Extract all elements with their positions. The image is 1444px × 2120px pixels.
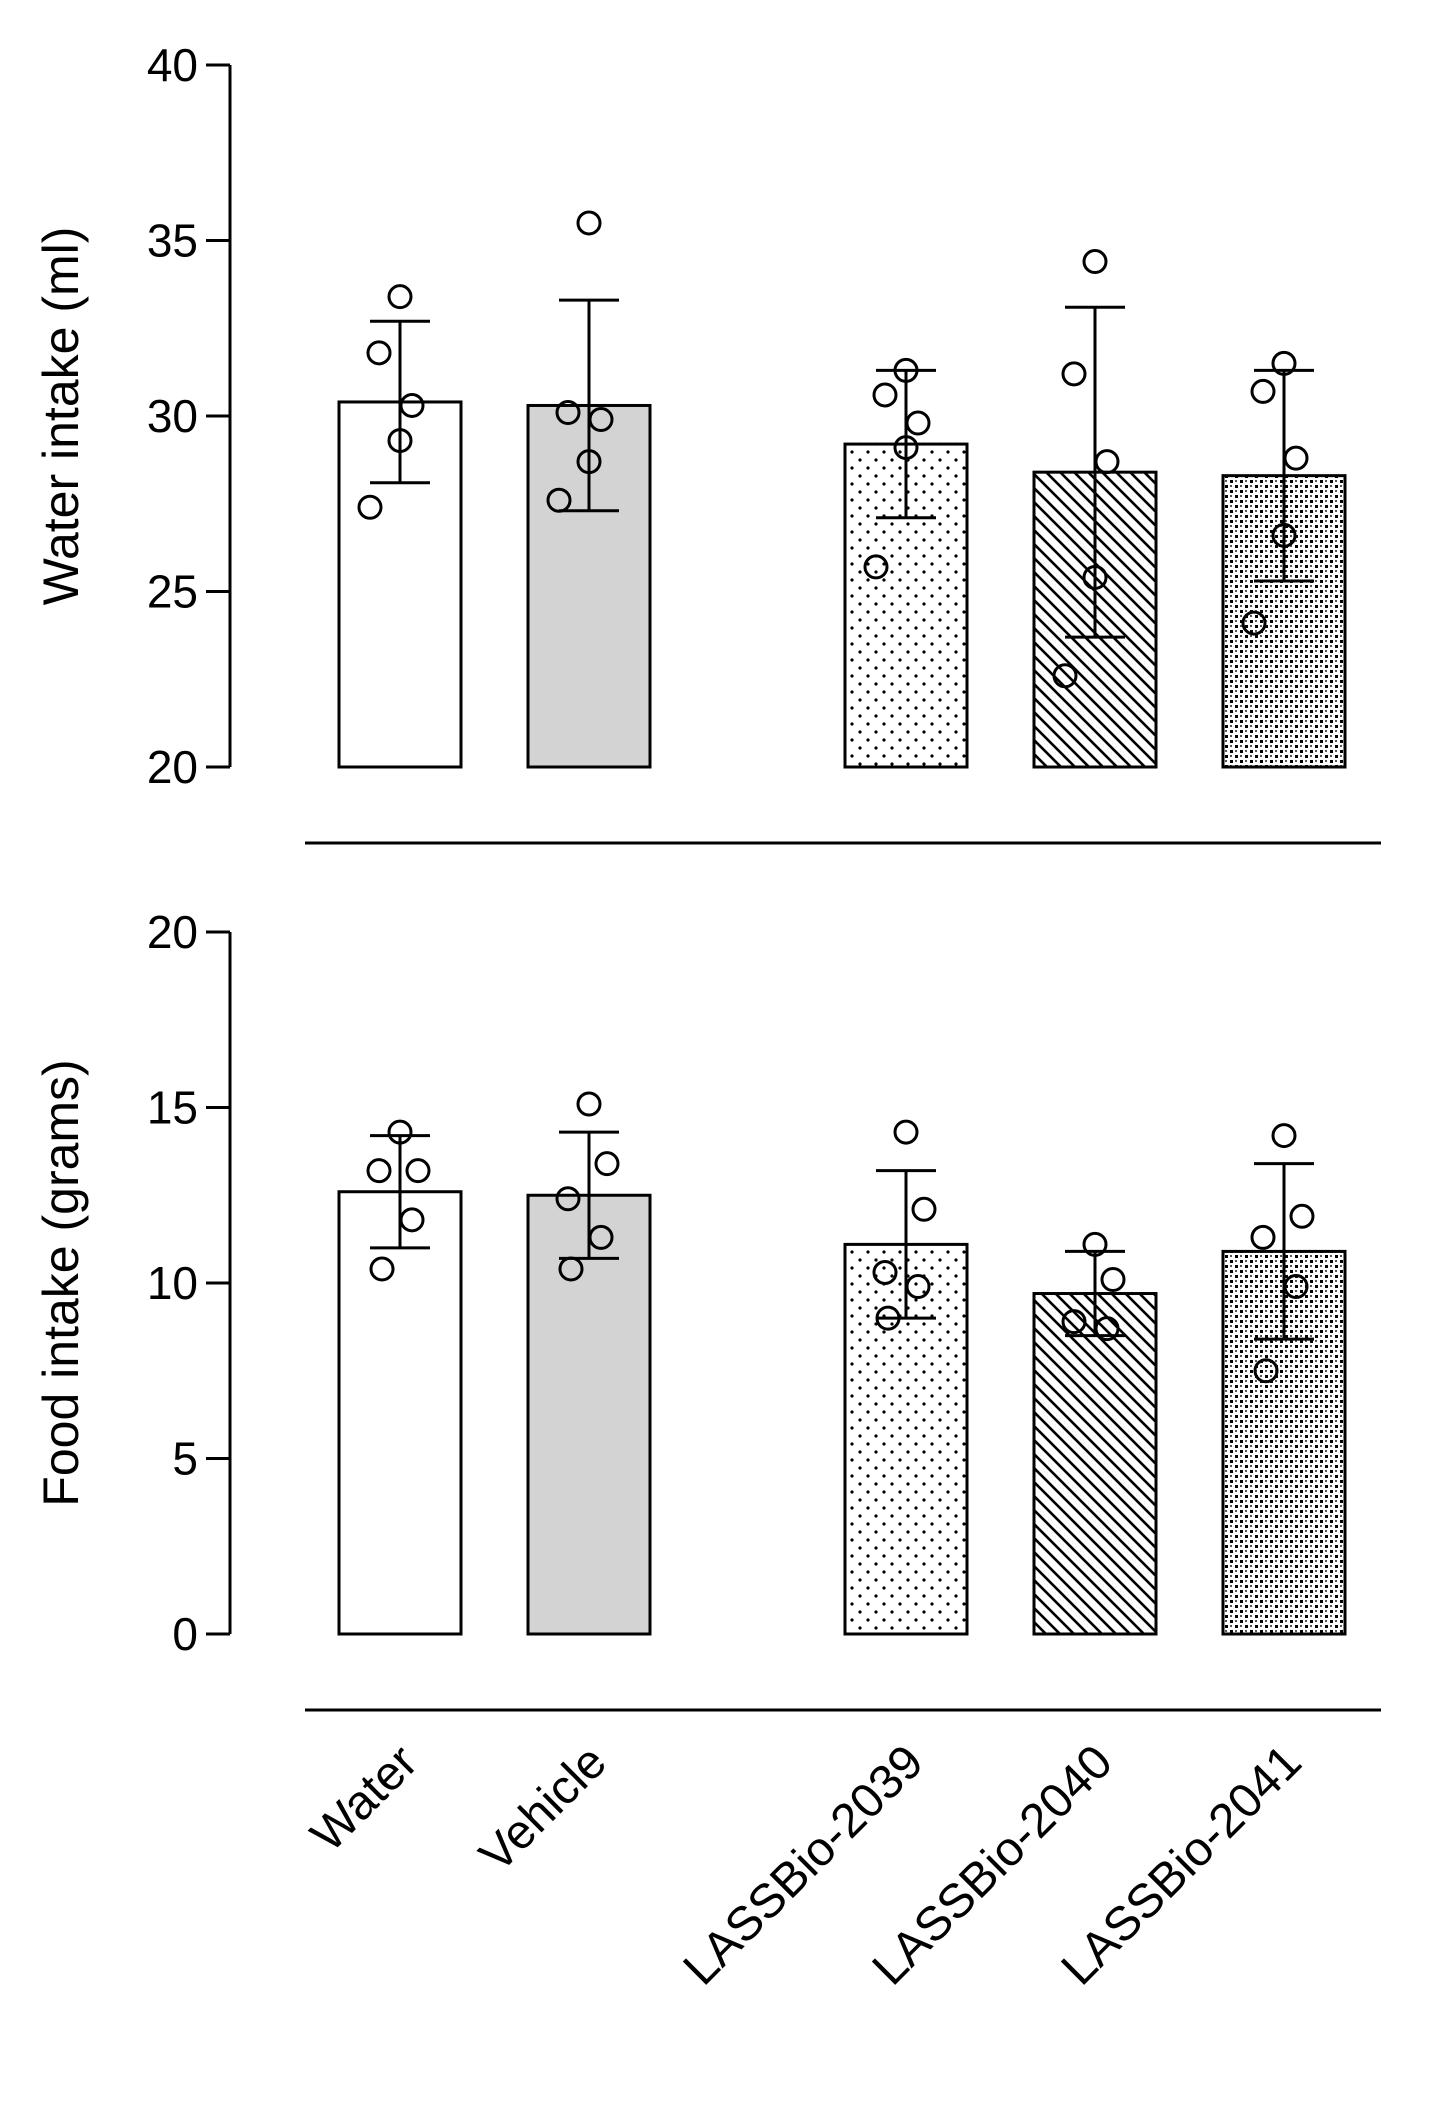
data-point-lassbio-2040 <box>1082 249 1108 275</box>
y-axis-title: Food intake (grams) <box>33 1059 89 1506</box>
data-points <box>357 210 1309 689</box>
data-point-water <box>405 1158 431 1184</box>
data-point-water <box>387 428 413 454</box>
data-point-water <box>366 1158 392 1184</box>
data-point-vehicle <box>576 1091 602 1117</box>
data-point-lassbio-2039 <box>863 554 889 580</box>
bar-vehicle <box>526 1193 652 1636</box>
data-point-lassbio-2041 <box>1250 1224 1276 1250</box>
y-tick-label: 0 <box>172 1608 198 1660</box>
data-point-lassbio-2039 <box>872 382 898 408</box>
data-point-lassbio-2041 <box>1253 1358 1279 1384</box>
y-tick-label: 30 <box>147 390 198 442</box>
data-point-water <box>399 392 425 418</box>
y-tick-label: 15 <box>147 1082 198 1134</box>
data-point-vehicle <box>576 449 602 475</box>
data-point-lassbio-2039 <box>893 1119 919 1145</box>
data-point-lassbio-2041 <box>1283 1274 1309 1300</box>
data-point-lassbio-2040 <box>1094 449 1120 475</box>
data-point-lassbio-2041 <box>1271 522 1297 548</box>
category-label-vehicle: Vehicle <box>470 1735 617 1882</box>
data-point-vehicle <box>546 487 572 513</box>
data-point-lassbio-2040 <box>1061 361 1087 387</box>
y-tick-label: 10 <box>147 1257 198 1309</box>
category-label-water: Water <box>301 1735 428 1862</box>
data-point-vehicle <box>588 1224 614 1250</box>
data-point-lassbio-2041 <box>1271 350 1297 376</box>
y-axis-ticks: 0 5 10 15 20 <box>147 906 230 1660</box>
data-point-lassbio-2041 <box>1271 1123 1297 1149</box>
data-point-lassbio-2041 <box>1250 378 1276 404</box>
data-point-lassbio-2040 <box>1082 1231 1108 1257</box>
y-tick-label: 40 <box>147 39 198 91</box>
data-point-water <box>387 284 413 310</box>
bar-lassbio-2040 <box>1032 1292 1158 1636</box>
bar-water <box>337 1190 463 1636</box>
y-axis-ticks: 20 25 30 35 40 <box>147 39 230 793</box>
data-point-vehicle <box>588 407 614 433</box>
data-point-lassbio-2039 <box>905 410 931 436</box>
data-point-lassbio-2039 <box>875 1305 901 1331</box>
bars <box>337 1190 1347 1636</box>
data-point-lassbio-2040 <box>1094 1316 1120 1342</box>
data-point-water <box>369 1256 395 1282</box>
error-bars <box>370 298 1314 639</box>
data-point-lassbio-2040 <box>1061 1309 1087 1335</box>
data-point-lassbio-2039 <box>893 435 919 461</box>
data-point-lassbio-2041 <box>1283 445 1309 471</box>
y-axis-title: Water intake (ml) <box>33 227 89 606</box>
data-point-vehicle <box>576 210 602 236</box>
data-point-lassbio-2039 <box>905 1274 931 1300</box>
bars <box>337 400 1347 769</box>
y-tick-label: 35 <box>147 215 198 267</box>
data-point-lassbio-2041 <box>1241 610 1267 636</box>
error-bars <box>370 1130 1314 1341</box>
data-point-vehicle <box>558 1256 584 1282</box>
data-point-lassbio-2041 <box>1289 1203 1315 1229</box>
food-intake-panel: 0 5 10 15 20 Food intake (grams) <box>33 906 1381 1712</box>
data-point-water <box>387 1119 413 1145</box>
data-point-water <box>399 1207 425 1233</box>
data-point-lassbio-2040 <box>1052 663 1078 689</box>
data-point-lassbio-2039 <box>893 357 919 383</box>
y-tick-label: 20 <box>147 906 198 958</box>
water-intake-panel: 20 25 30 35 40 Water intake (ml) <box>33 39 1381 845</box>
data-point-lassbio-2040 <box>1100 1266 1126 1292</box>
data-points <box>366 1091 1315 1384</box>
data-point-water <box>366 340 392 366</box>
data-point-lassbio-2039 <box>911 1196 937 1222</box>
data-point-vehicle <box>555 1186 581 1212</box>
data-point-water <box>357 494 383 520</box>
category-labels: Water Vehicle LASSBio-2039LASSBio-2040LASS… <box>301 1735 1312 1995</box>
data-point-vehicle <box>555 399 581 425</box>
data-point-lassbio-2040 <box>1082 564 1108 590</box>
y-tick-label: 20 <box>147 741 198 793</box>
y-tick-label: 5 <box>172 1433 198 1485</box>
data-point-lassbio-2039 <box>872 1259 898 1285</box>
y-tick-label: 25 <box>147 566 198 618</box>
data-point-vehicle <box>594 1151 620 1177</box>
